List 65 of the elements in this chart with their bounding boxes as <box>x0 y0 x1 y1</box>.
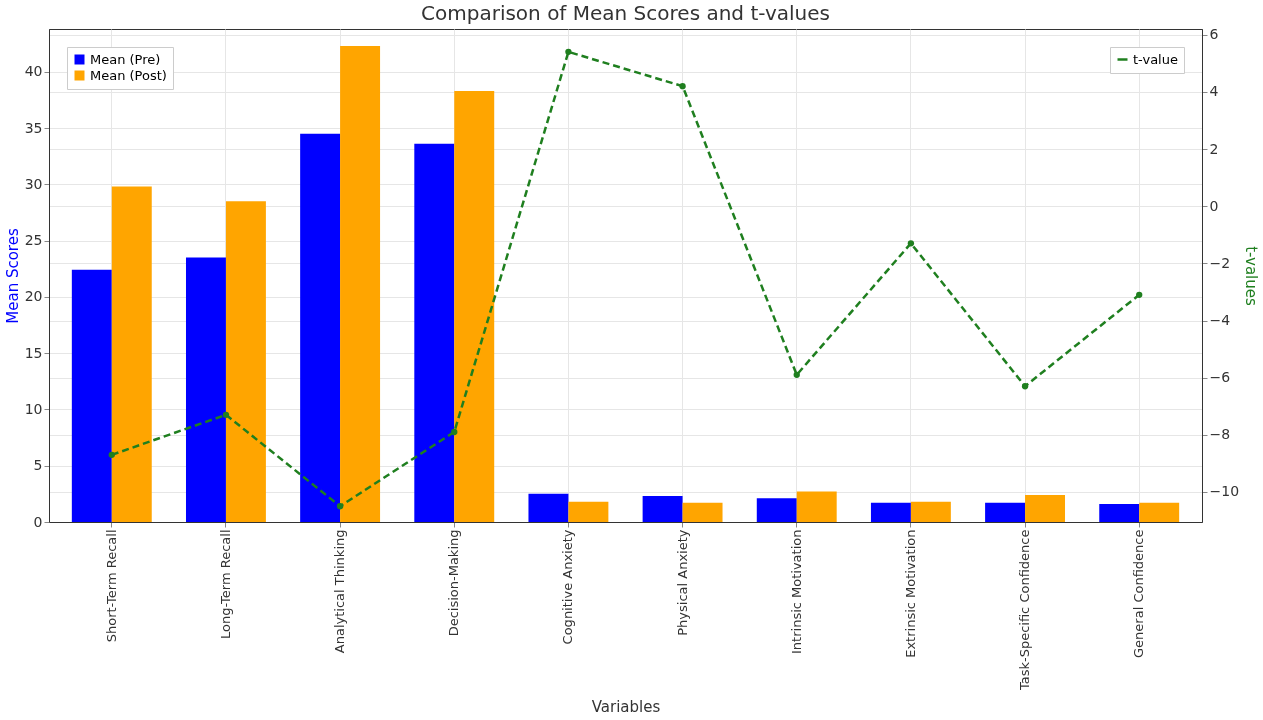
y-tick-label: 0 <box>33 513 43 530</box>
bar <box>111 186 152 522</box>
point <box>108 451 115 458</box>
x-tick-label: Physical Anxiety <box>674 529 690 636</box>
bar <box>682 502 723 522</box>
x-tick-label: Intrinsic Motivation <box>788 529 804 654</box>
legend-label: t-value <box>1133 51 1178 67</box>
y2-tick-label: 0 <box>1209 197 1219 214</box>
bar <box>1139 502 1180 522</box>
x-tick-label: General Confidence <box>1131 529 1147 658</box>
y-tick-label: 15 <box>24 344 43 361</box>
bar <box>1025 494 1066 522</box>
y2-tick-label: −2 <box>1209 254 1231 271</box>
y-axis-title: Mean Scores <box>3 228 22 324</box>
bar <box>528 493 569 522</box>
y-tick-label: 40 <box>24 63 43 80</box>
bar <box>225 201 266 522</box>
point <box>1136 291 1143 298</box>
bar <box>414 143 455 522</box>
bar <box>756 498 797 522</box>
y-tick-label: 20 <box>24 288 43 305</box>
bar <box>185 257 226 522</box>
x-tick-label: Cognitive Anxiety <box>560 529 576 645</box>
y-tick-label: 35 <box>24 119 43 136</box>
bar <box>985 502 1026 522</box>
x-tick-label: Decision-Making <box>446 529 462 637</box>
bar <box>910 501 951 522</box>
legend-label: Mean (Pre) <box>90 51 161 67</box>
bar <box>568 501 609 522</box>
y2-tick-label: 6 <box>1209 26 1219 43</box>
y-tick-label: 5 <box>33 457 43 474</box>
bar <box>796 491 837 522</box>
x-tick-label: Extrinsic Motivation <box>902 529 918 658</box>
y-tick-label: 10 <box>24 400 43 417</box>
y2-axis-title: t-values <box>1242 246 1261 307</box>
y-tick-label: 30 <box>24 175 43 192</box>
point <box>907 240 915 247</box>
x-tick-label: Short-Term Recall <box>103 529 119 643</box>
y2-tick-label: −4 <box>1209 312 1231 329</box>
x-axis-title: Variables <box>591 698 661 717</box>
legend-label: Mean (Post) <box>90 67 167 83</box>
y2-tick-label: 2 <box>1209 140 1219 157</box>
bar <box>71 269 112 522</box>
bar <box>642 496 683 522</box>
y2-tick-label: 4 <box>1209 83 1219 100</box>
x-tick-label: Analytical Thinking <box>332 529 348 654</box>
point <box>565 48 572 56</box>
point <box>679 83 686 90</box>
y2-tick-label: −8 <box>1209 426 1231 443</box>
point <box>222 411 230 418</box>
point <box>451 428 458 436</box>
point <box>793 371 800 378</box>
point <box>336 503 344 510</box>
bar <box>1099 503 1140 522</box>
bar <box>870 502 911 522</box>
y-tick-label: 25 <box>24 232 43 249</box>
y2-tick-label: −10 <box>1209 483 1240 500</box>
y2-tick-label: −6 <box>1209 369 1231 386</box>
bar <box>454 90 495 522</box>
point <box>1021 383 1029 390</box>
x-tick-label: Long-Term Recall <box>217 529 233 639</box>
bar <box>340 45 381 522</box>
chart-title: Comparison of Mean Scores and t-values <box>421 0 830 25</box>
x-tick-label: Task-Specific Confidence <box>1017 529 1033 692</box>
bar <box>300 133 341 522</box>
